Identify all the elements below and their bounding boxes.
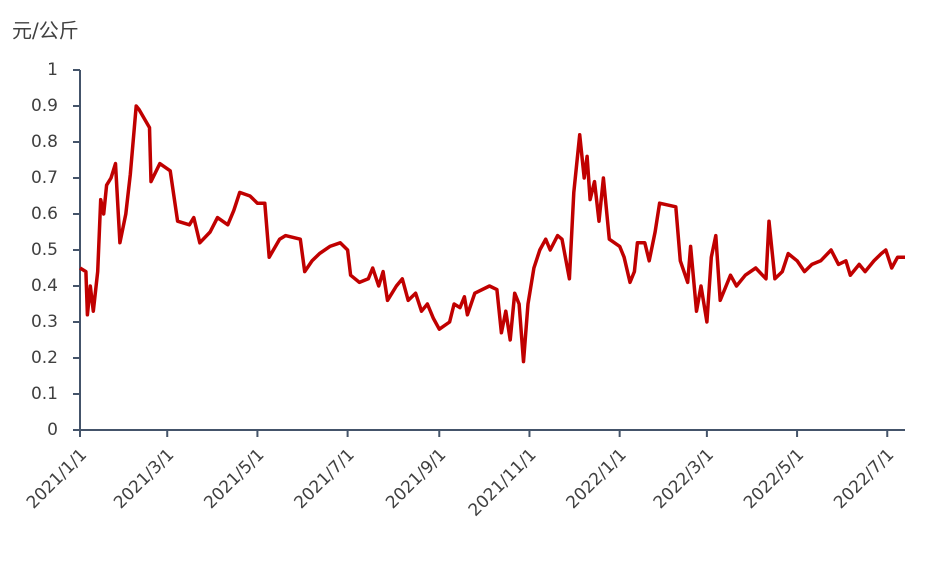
- y-tick-label: 0.7: [31, 168, 58, 188]
- y-tick-label: 0.3: [31, 312, 58, 332]
- y-tick-label: 0.2: [31, 348, 58, 368]
- x-tick-label: 2022/1/1: [563, 445, 631, 513]
- line-series: [79, 104, 905, 364]
- y-tick-label: 0.8: [31, 132, 58, 152]
- x-tick-label: 2022/7/1: [830, 445, 898, 513]
- x-tick-label: 2021/3/1: [110, 445, 178, 513]
- x-tick-label: 2022/3/1: [650, 445, 718, 513]
- y-tick-label: 0.6: [31, 204, 58, 224]
- y-tick-label: 0.4: [31, 276, 58, 296]
- y-tick-label: 1: [47, 60, 58, 80]
- y-tick-label: 0.5: [31, 240, 58, 260]
- x-tick-label: 2021/11/1: [465, 445, 541, 521]
- y-tick-label: 0: [47, 420, 58, 440]
- x-tick-label: 2021/1/1: [23, 445, 91, 513]
- x-tick-label: 2021/7/1: [291, 445, 359, 513]
- x-tick-label: 2022/5/1: [740, 445, 808, 513]
- y-tick-label: 0.9: [31, 96, 58, 116]
- y-axis-label: 元/公斤: [12, 19, 79, 43]
- y-tick-label: 0.1: [31, 384, 58, 404]
- x-tick-label: 2021/5/1: [200, 445, 268, 513]
- x-tick-label: 2021/9/1: [382, 445, 450, 513]
